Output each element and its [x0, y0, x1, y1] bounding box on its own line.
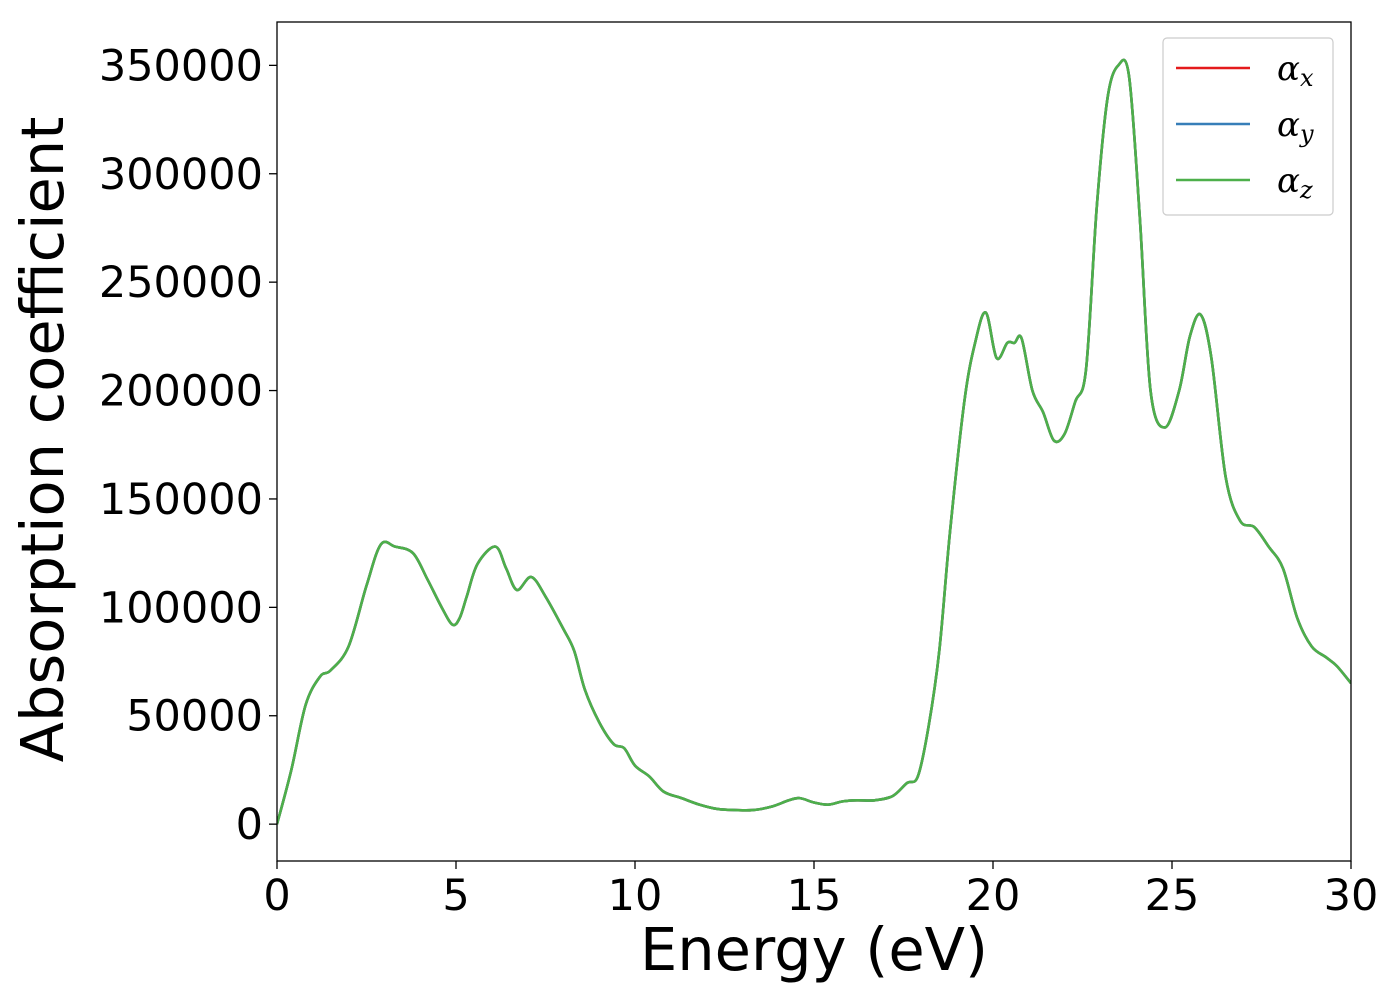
- x-tick-label: 5: [442, 871, 469, 921]
- series-layer: [277, 58, 1351, 825]
- y-tick-label: 0: [236, 800, 263, 850]
- x-tick-label: 15: [787, 871, 842, 921]
- x-tick-label: 0: [263, 871, 290, 921]
- y-tick-label: 50000: [126, 692, 263, 742]
- x-tick-label: 10: [608, 871, 663, 921]
- y-tick-label: 100000: [99, 583, 263, 633]
- y-tick-label: 150000: [99, 475, 263, 525]
- y-axis-label: Absorption coefficient: [8, 117, 77, 763]
- y-tick-label: 200000: [99, 367, 263, 417]
- legend-box: [1162, 37, 1334, 216]
- y-tick-label: 350000: [99, 41, 263, 91]
- y-tick-label: 300000: [99, 150, 263, 200]
- x-ticks: 0 5 10 15 20 25 30: [263, 861, 1378, 921]
- x-axis-label: Energy (eV): [640, 915, 988, 984]
- y-ticks: 0 50000 100000 150000 200000 250000 300000 3500…: [99, 41, 277, 850]
- series-line-3: [277, 58, 1351, 825]
- x-tick-label: 30: [1324, 871, 1379, 921]
- y-tick-label: 250000: [99, 258, 263, 308]
- x-tick-label: 25: [1145, 871, 1200, 921]
- x-tick-label: 20: [966, 871, 1021, 921]
